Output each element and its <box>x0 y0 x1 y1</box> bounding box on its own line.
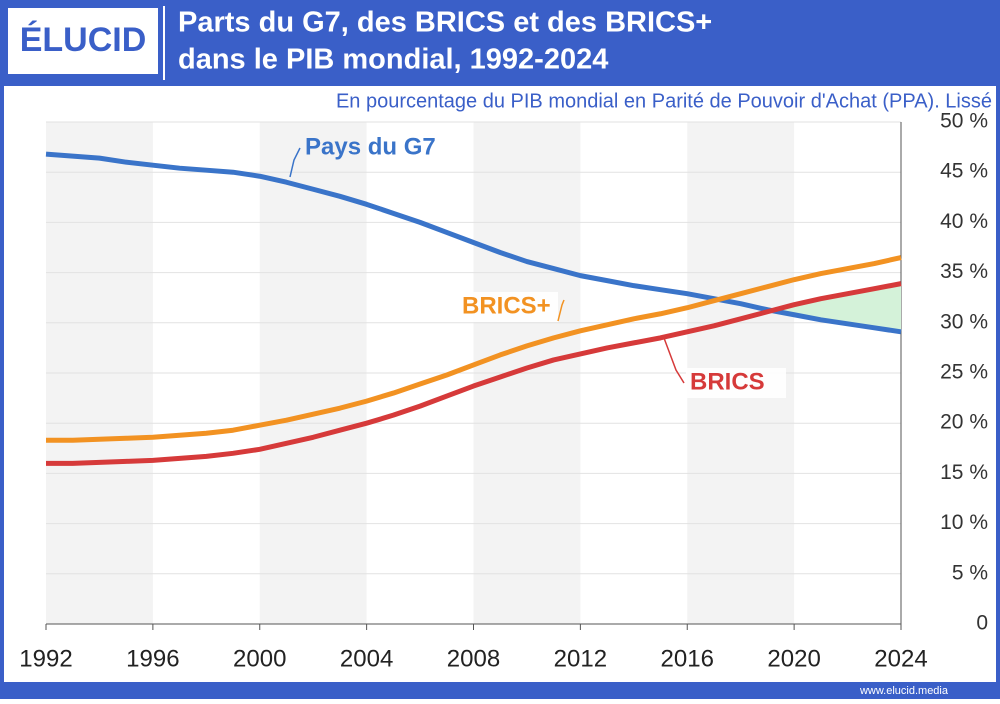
gap-area <box>771 283 901 332</box>
y-tick-label: 50 % <box>940 110 988 133</box>
x-tick-label: 2004 <box>340 645 393 672</box>
line <box>45 151 902 335</box>
y-tick-label: 20 % <box>940 411 988 434</box>
chart-title: dans le PIB mondial, 1992-2024 <box>178 44 608 76</box>
leader <box>557 299 565 322</box>
x-tick-label: 2016 <box>661 645 714 672</box>
x-tick-label: 1992 <box>19 645 72 672</box>
y-tick-label: 45 % <box>940 160 988 183</box>
series-label: BRICS+ <box>462 292 551 319</box>
series-label: Pays du G7 <box>305 133 436 160</box>
footer: www.elucid.media <box>859 685 949 697</box>
x-tick-label: 2008 <box>447 645 500 672</box>
y-tick-label: 0 <box>976 612 988 635</box>
y-tick-label: 35 % <box>940 260 988 283</box>
y-tick-label: 30 % <box>940 310 988 333</box>
label-bg <box>458 292 558 322</box>
y-tick-label: 10 % <box>940 511 988 534</box>
x-tick-label: 2012 <box>554 645 607 672</box>
y-tick-label: 15 % <box>940 461 988 484</box>
logo: ÉLUCID <box>20 21 147 59</box>
line <box>46 255 902 443</box>
x-tick-label: 2024 <box>874 645 927 672</box>
leader <box>289 147 301 178</box>
y-tick-label: 5 % <box>952 561 988 584</box>
label-bg <box>686 368 786 398</box>
x-tick-label: 1996 <box>126 645 179 672</box>
plot: 0 5 % 10 % 15 % 20 % 25 % 30 % 35 % 40 % 45 % 50 %… <box>19 110 988 673</box>
line <box>46 281 902 466</box>
logo-box <box>8 8 158 74</box>
chart-title: Parts du G7, des BRICS et des BRICS+ <box>178 7 712 39</box>
x-tick-label: 2000 <box>233 645 286 672</box>
leader <box>663 337 685 384</box>
series-label: BRICS <box>690 368 765 395</box>
y-tick-label: 25 % <box>940 361 988 384</box>
x-tick-label: 2020 <box>767 645 820 672</box>
y-tick-label: 40 % <box>940 210 988 233</box>
chart-subtitle: En pourcentage du PIB mondial en Parité … <box>336 90 992 112</box>
